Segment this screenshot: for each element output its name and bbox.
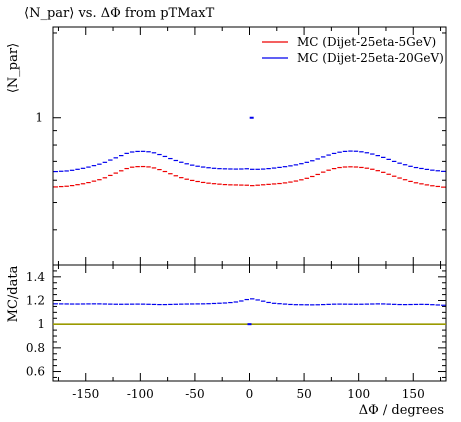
y-tick-label: 1	[35, 111, 43, 125]
chart-title: ⟨N_par⟩ vs. ΔΦ from pTMaxT	[24, 6, 215, 21]
legend: MC (Dijet-25eta-5GeV) MC (Dijet-25eta-20G…	[262, 35, 444, 65]
x-tick-label: -100	[127, 387, 154, 401]
x-tick-label: -50	[185, 387, 204, 401]
legend-label: MC (Dijet-25eta-20GeV)	[297, 51, 444, 65]
ratio-plot-frame	[52, 264, 447, 382]
series-1	[53, 165, 446, 188]
x-tick-label: 100	[347, 387, 370, 401]
x-tick-label: 50	[296, 387, 311, 401]
ratio-y-axis-label: MC/data	[6, 265, 21, 322]
ratio-y-tick-label: 1	[37, 317, 45, 331]
legend-label: MC (Dijet-25eta-5GeV)	[297, 35, 436, 49]
y-axis-label: ⟨N_par⟩	[6, 43, 21, 93]
ratio-y-tick-label: 0.8	[26, 341, 45, 355]
x-tick-label: 150	[402, 387, 425, 401]
series-2	[53, 150, 446, 173]
x-axis-label: ΔΦ / degrees	[359, 403, 444, 418]
ratio-y-tick-label: 1.4	[26, 270, 45, 284]
x-tick-label: -150	[72, 387, 99, 401]
ratio-y-tick-label: 1.2	[26, 294, 45, 308]
ratio-plot-panel: 0.6 0.8 1 1.2 1.4 -150 -100 -50 0 50 100 150	[26, 264, 447, 401]
ratio-y-tick-label: 0.6	[26, 365, 45, 379]
ratio-series-1	[53, 298, 446, 306]
x-tick-label: 0	[246, 387, 254, 401]
